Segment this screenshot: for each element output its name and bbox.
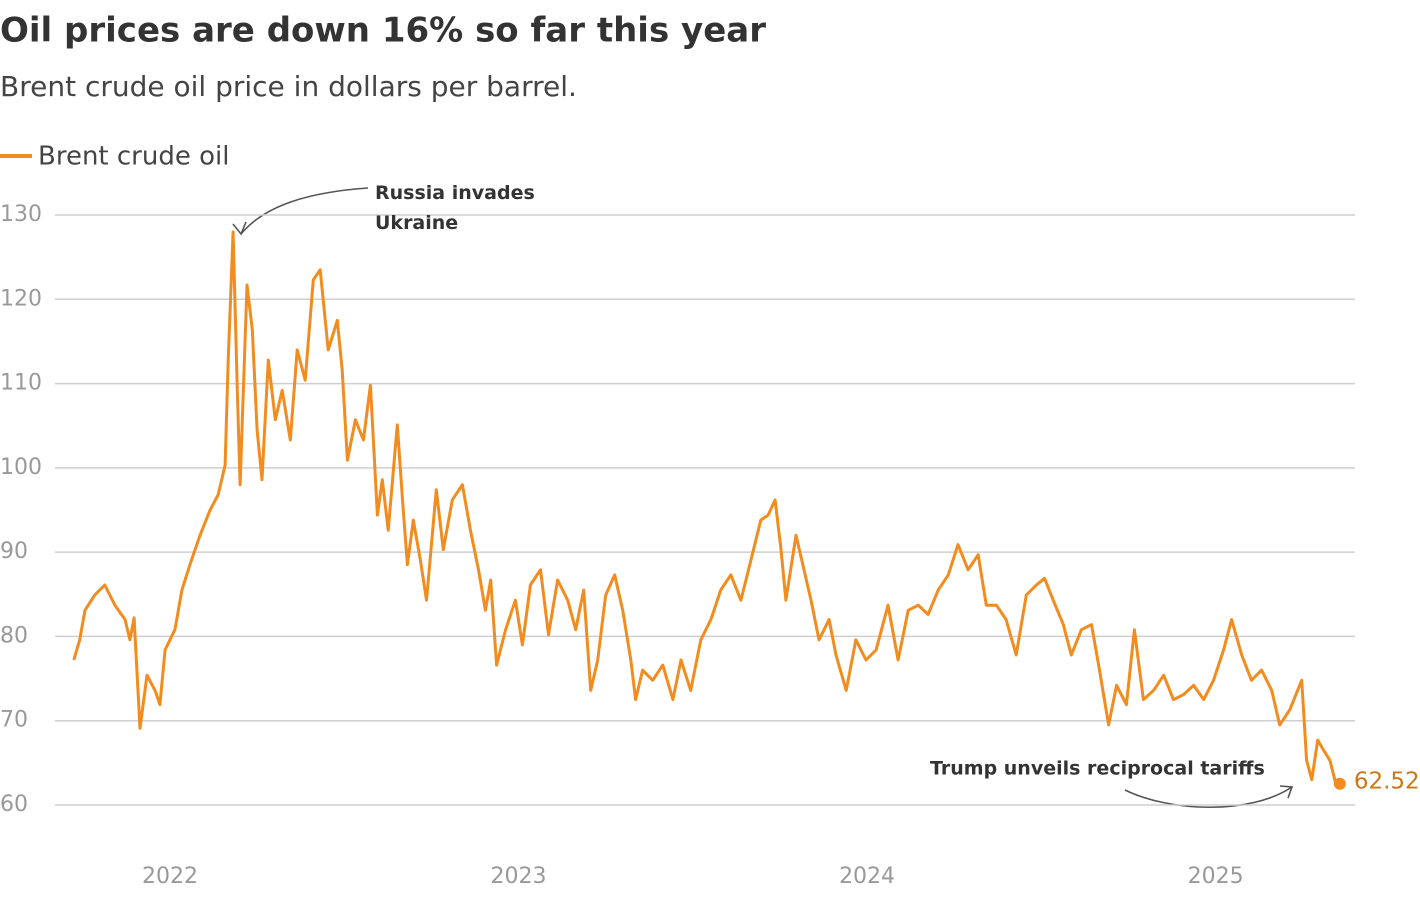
annotation-line: Russia invades <box>375 182 535 204</box>
y-tick-label: 60 <box>0 792 28 817</box>
annotation: Russia invades Ukraine <box>375 182 535 234</box>
end-dot <box>1333 777 1346 790</box>
y-tick-label: 80 <box>0 623 28 648</box>
annotation-arrowhead <box>1279 785 1294 799</box>
x-tick-label: 2024 <box>839 864 895 889</box>
y-tick-label: 120 <box>0 286 42 311</box>
x-tick-label: 2022 <box>142 864 198 889</box>
annotation-line: Ukraine <box>375 212 458 234</box>
chart-subtitle: Brent crude oil price in dollars per bar… <box>0 70 577 103</box>
annotation: Trump unveils reciprocal tariffs <box>930 758 1265 780</box>
annotation-arrowhead <box>232 221 247 236</box>
y-tick-label: 130 <box>0 202 42 227</box>
x-tick-label: 2023 <box>491 864 547 889</box>
end-value-label: 62.52 <box>1354 768 1420 794</box>
annotation-arrow <box>240 187 369 235</box>
y-tick-label: 90 <box>0 539 28 564</box>
y-tick-label: 110 <box>0 371 42 396</box>
y-tick-label: 100 <box>0 455 42 480</box>
data-line <box>72 230 1338 785</box>
chart-title: Oil prices are down 16% so far this year <box>0 11 766 51</box>
x-tick-label: 2025 <box>1188 864 1244 889</box>
y-tick-label: 70 <box>0 708 28 733</box>
annotation-arrow <box>1124 786 1293 809</box>
legend-label: Brent crude oil <box>38 142 229 172</box>
